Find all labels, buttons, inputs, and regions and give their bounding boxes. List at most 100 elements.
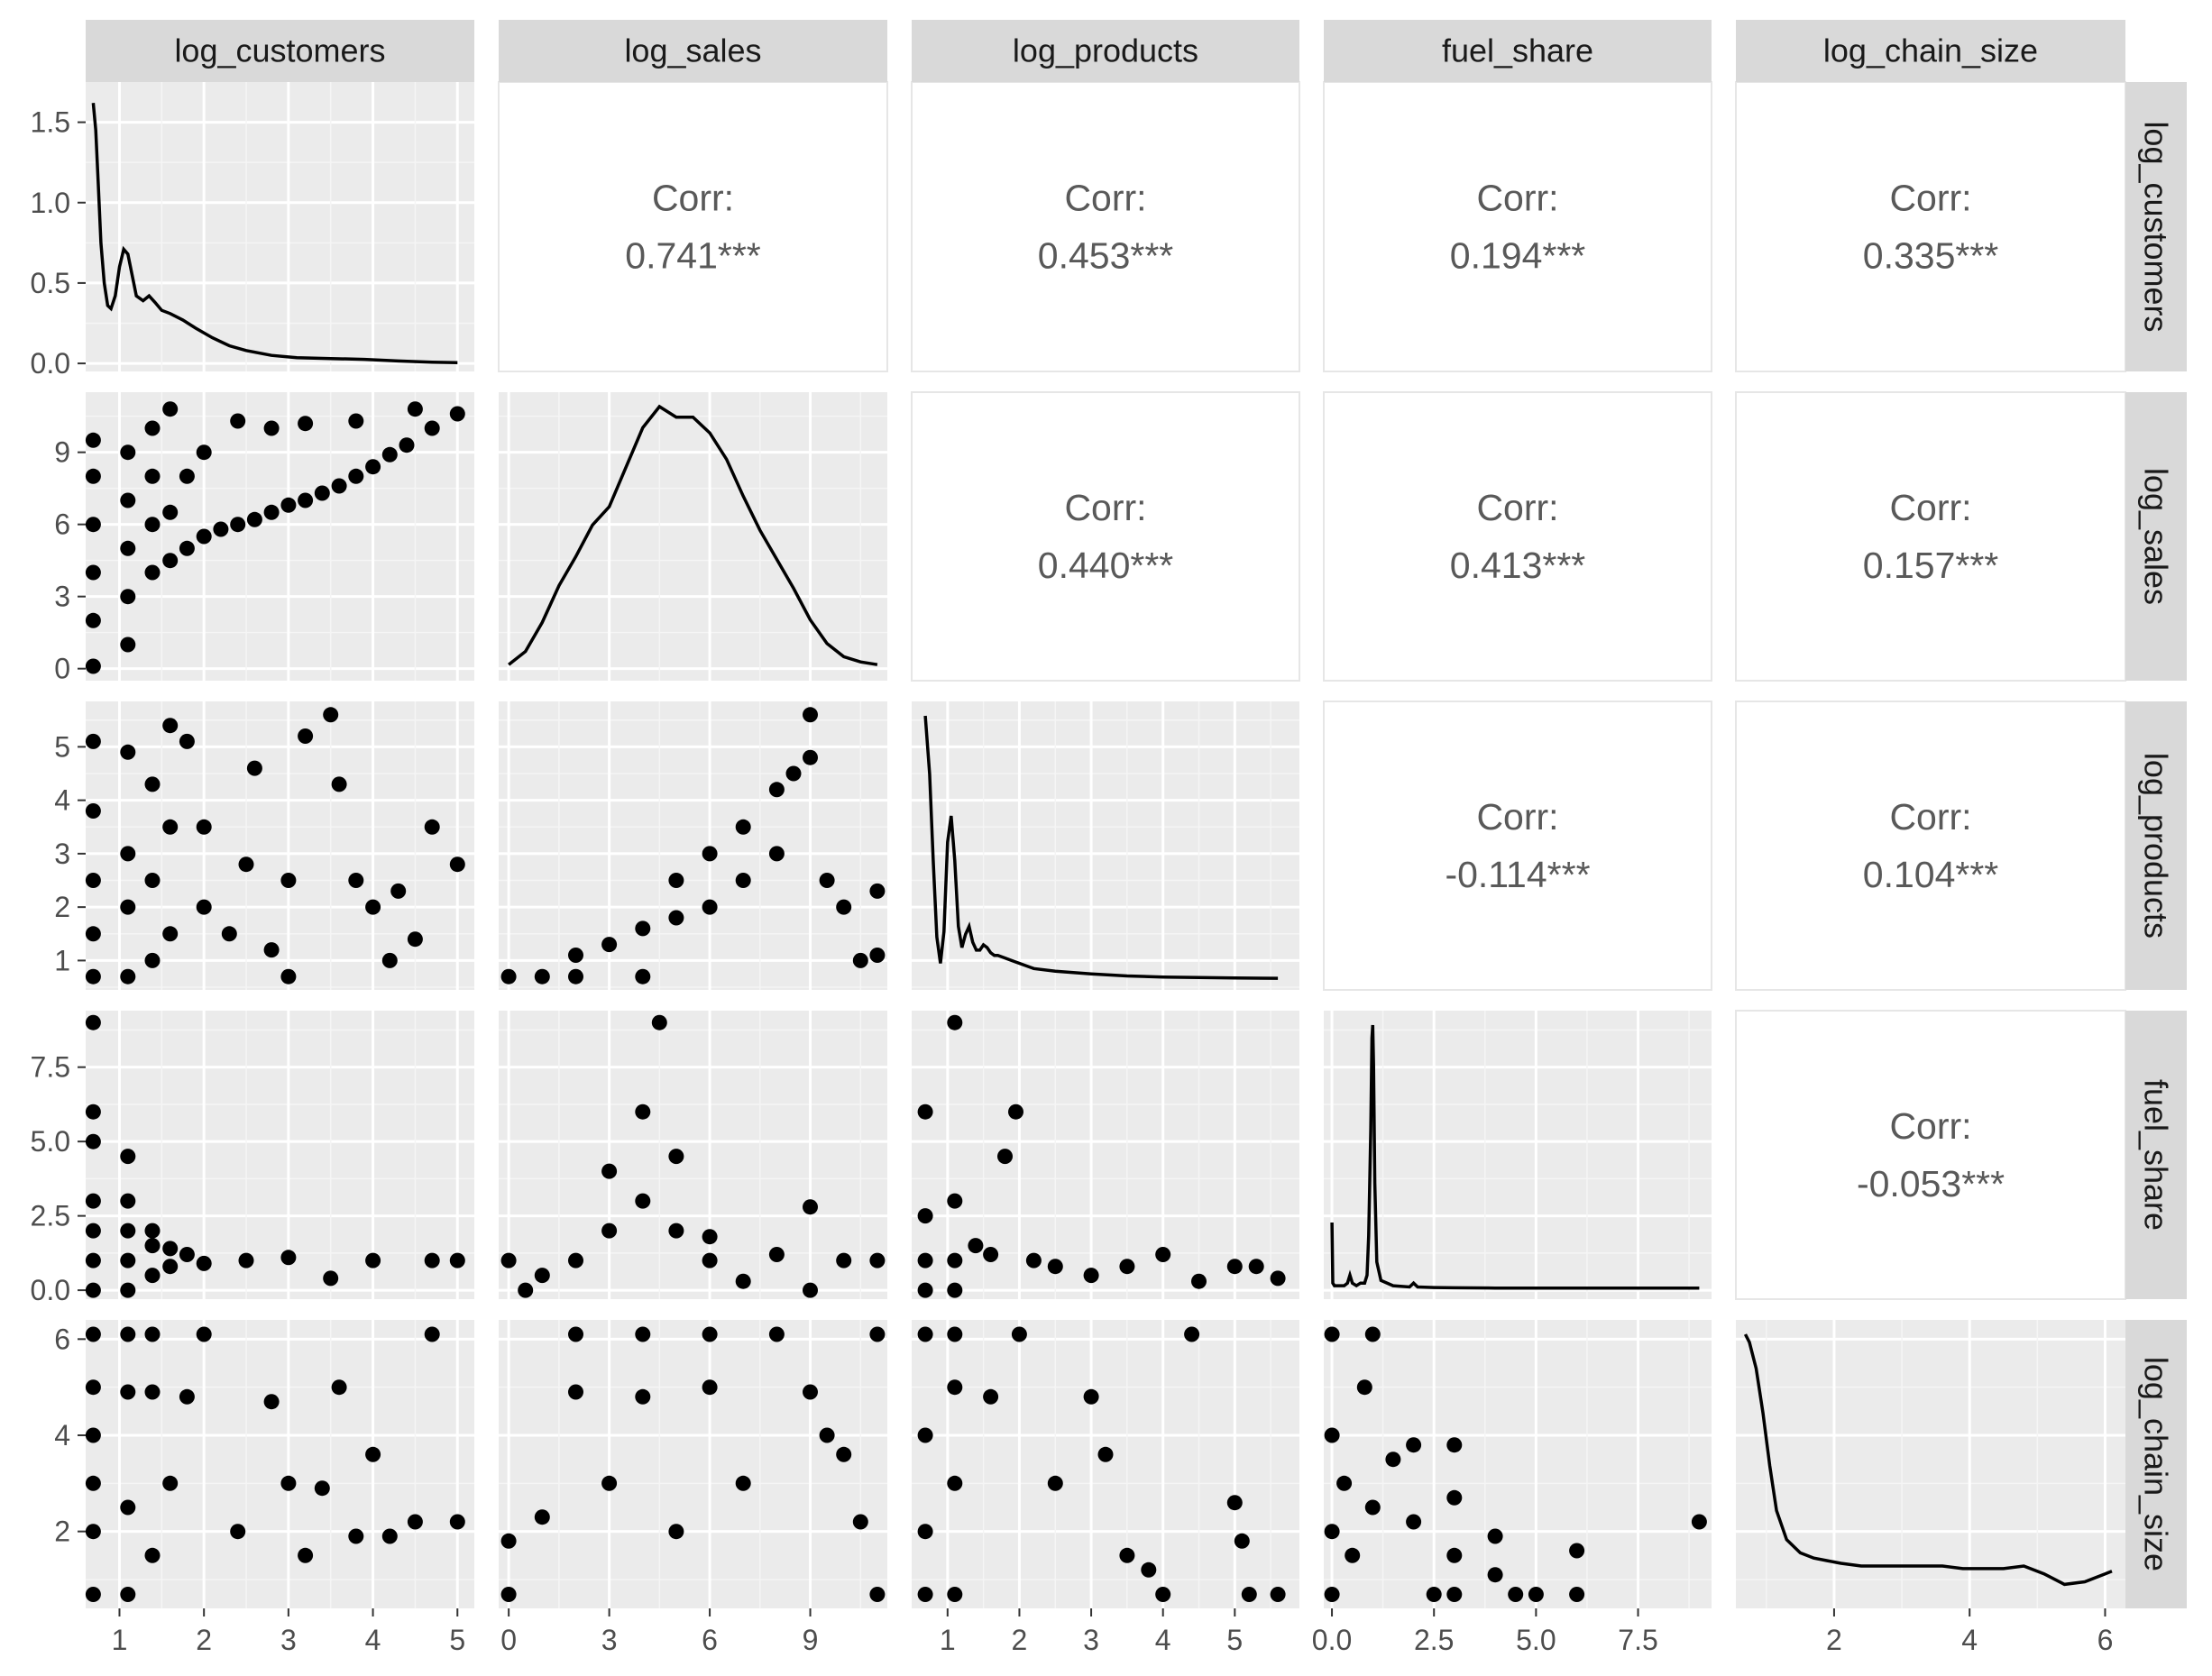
scatter-point — [803, 707, 818, 723]
scatter-point — [85, 1379, 101, 1396]
y-tick-label: 2.5 — [31, 1200, 70, 1232]
scatter-point — [869, 1587, 886, 1602]
scatter-point — [280, 1475, 297, 1491]
scatter-point — [196, 528, 212, 545]
scatter-point — [1528, 1587, 1544, 1602]
column-strip-label: fuel_share — [1442, 32, 1593, 69]
scatter-point — [668, 873, 684, 888]
scatter-point — [348, 413, 364, 429]
scatter-point — [144, 1268, 161, 1284]
scatter-point — [702, 1379, 718, 1396]
scatter-point — [331, 478, 347, 494]
scatter-point — [298, 416, 314, 432]
scatter-point — [85, 1282, 101, 1298]
scatter-point — [263, 420, 280, 436]
scatter-point — [803, 1282, 818, 1298]
scatter-point — [819, 873, 835, 888]
panel-log_sales-log_products: Corr: 0.440*** — [911, 391, 1300, 682]
corr-value: 0.453*** — [1038, 235, 1174, 277]
scatter-point — [179, 468, 195, 484]
corr-value: 0.335*** — [1863, 235, 1999, 277]
scatter-point — [917, 1326, 933, 1342]
scatter-point — [120, 744, 136, 760]
column-strip — [499, 20, 887, 82]
scatter-point — [221, 926, 237, 942]
column-strip-label: log_chain_size — [1823, 32, 2038, 69]
panel-background — [912, 1011, 1299, 1299]
scatter-point — [263, 1394, 280, 1410]
scatter-point — [179, 733, 195, 749]
scatter-point — [85, 803, 101, 819]
scatter-point — [819, 1427, 835, 1443]
panel-log_sales-fuel_share: Corr: 0.413*** — [1323, 391, 1712, 682]
scatter-point — [702, 899, 718, 915]
scatter-point — [1426, 1587, 1442, 1602]
scatter-point — [263, 504, 280, 520]
y-tick-label: 2 — [54, 891, 70, 923]
x-tick-label: 4 — [1155, 1624, 1171, 1656]
scatter-point — [1047, 1475, 1063, 1491]
scatter-point — [803, 749, 818, 765]
scatter-point — [348, 1528, 364, 1544]
scatter-point — [85, 926, 101, 942]
scatter-point — [1155, 1247, 1171, 1262]
scatter-point — [85, 968, 101, 985]
scatter-point — [85, 1587, 101, 1602]
scatter-point — [85, 733, 101, 749]
scatter-point — [500, 968, 517, 985]
scatter-point — [983, 1247, 999, 1262]
panel-log_customers-log_customers — [86, 82, 474, 371]
scatter-point — [365, 459, 381, 475]
y-tick-label: 5.0 — [31, 1125, 70, 1158]
scatter-point — [1446, 1489, 1463, 1506]
panel-log_customers-fuel_share: Corr: 0.194*** — [1323, 81, 1712, 372]
y-tick-label: 4 — [54, 784, 70, 817]
scatter-point — [635, 1326, 651, 1342]
scatter-point — [768, 1247, 785, 1262]
scatter-point — [449, 406, 465, 422]
panel-log_customers-log_chain_size: Corr: 0.335*** — [1735, 81, 2126, 372]
x-tick-label: 0.0 — [1312, 1624, 1352, 1656]
scatter-point — [735, 1475, 751, 1491]
scatter-point — [85, 873, 101, 888]
scatter-point — [85, 1104, 101, 1120]
scatter-point — [702, 1229, 718, 1245]
scatter-point — [348, 873, 364, 888]
panel-fuel_share-log_products — [912, 1011, 1299, 1299]
y-tick-label: 2 — [54, 1516, 70, 1548]
corr-label: Corr: — [1476, 487, 1558, 528]
scatter-point — [1270, 1587, 1286, 1602]
x-tick-label: 2.5 — [1414, 1624, 1454, 1656]
scatter-point — [601, 937, 618, 953]
scatter-point — [1446, 1437, 1463, 1453]
scatter-point — [785, 765, 802, 782]
scatter-point — [1226, 1259, 1243, 1275]
panel-background — [499, 1011, 887, 1299]
scatter-point — [1008, 1104, 1023, 1120]
scatter-point — [1083, 1388, 1099, 1405]
panel-background — [86, 1320, 474, 1608]
x-tick-label: 5 — [1226, 1624, 1243, 1656]
scatter-point — [768, 782, 785, 798]
corr-panel-background — [1323, 391, 1712, 682]
scatter-point — [1097, 1446, 1114, 1462]
scatter-point — [120, 846, 136, 862]
panel-fuel_share-log_customers — [85, 1011, 474, 1299]
scatter-point — [230, 1524, 246, 1540]
y-tick-label: 0 — [54, 653, 70, 685]
scatter-point — [120, 899, 136, 915]
corr-panel-background — [911, 391, 1300, 682]
scatter-point — [424, 819, 440, 835]
scatter-point — [120, 589, 136, 605]
y-tick-label: 0.0 — [31, 347, 70, 380]
panel-log_products-log_chain_size: Corr: 0.104*** — [1735, 701, 2126, 991]
scatter-point — [917, 1427, 933, 1443]
scatter-point — [1248, 1259, 1264, 1275]
scatter-point — [120, 1587, 136, 1602]
x-tick-label: 2 — [1826, 1624, 1842, 1656]
scatter-point — [1345, 1547, 1361, 1563]
scatter-point — [500, 1587, 517, 1602]
panel-log_customers-log_sales: Corr: 0.741*** — [498, 81, 888, 372]
scatter-point — [568, 968, 583, 985]
